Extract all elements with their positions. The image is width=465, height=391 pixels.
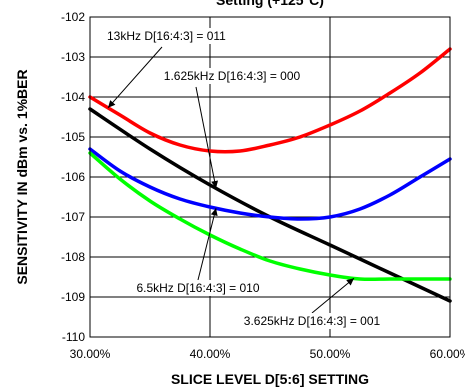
- y-tick-label: -110: [62, 330, 85, 344]
- series-line-0: [88, 47, 452, 154]
- annotations: 13kHz D[16:4:3] = 011 1.625kHz D[16:4:3] …: [104, 28, 384, 329]
- chart-title: Setting (+125°C): [216, 0, 324, 8]
- annotation-arrowhead: [108, 100, 116, 108]
- annotation-arrowhead: [211, 180, 219, 189]
- y-tick-label: -104: [61, 90, 85, 104]
- y-tick-label: -108: [61, 250, 85, 264]
- annotation-arrowhead: [210, 208, 218, 217]
- annotation-label: 3.625kHz D[16:4:3] = 001: [244, 314, 381, 328]
- y-tick-label: -107: [61, 210, 85, 224]
- y-axis-title: SENSITIVITY IN dBm vs. 1%BER: [14, 69, 30, 284]
- x-tick-label: 30.00%: [70, 347, 111, 361]
- series-lines: [88, 47, 452, 303]
- annotation-leader: [311, 277, 355, 314]
- annotation-label-background: [104, 28, 230, 44]
- series-line-3: [88, 151, 452, 282]
- series-line-1: [88, 107, 452, 303]
- y-tick-label: -103: [61, 50, 85, 64]
- plot-frame: [89, 16, 451, 338]
- x-tick-label: 60.00%: [430, 347, 465, 361]
- annotation-leader: [195, 86, 217, 189]
- x-tick-label: 40.00%: [190, 347, 231, 361]
- x-axis-title: SLICE LEVEL D[5:6] SETTING: [171, 371, 369, 387]
- annotation-arrowhead: [346, 278, 354, 286]
- y-tick-label: -102: [61, 10, 85, 24]
- annotation-label: 1.625kHz D[16:4:3] = 000: [164, 69, 301, 83]
- annotation-label: 6.5kHz D[16:4:3] = 010: [136, 281, 259, 295]
- series-line-2: [88, 147, 452, 221]
- annotation-leader: [197, 208, 217, 281]
- annotation-label-background: [133, 280, 263, 296]
- tick-labels: -110 -109 -108 -107 -106 -105 -104 -103 -102 30.0…: [61, 10, 465, 361]
- y-tick-label: -109: [61, 290, 85, 304]
- annotation-label: 13kHz D[16:4:3] = 011: [107, 29, 226, 43]
- x-tick-label: 50.00%: [310, 347, 351, 361]
- annotation-label-background: [240, 313, 384, 329]
- annotation-label-background: [160, 68, 304, 84]
- y-tick-label: -106: [61, 170, 85, 184]
- y-tick-label: -105: [61, 130, 85, 144]
- annotation-leader: [107, 46, 163, 109]
